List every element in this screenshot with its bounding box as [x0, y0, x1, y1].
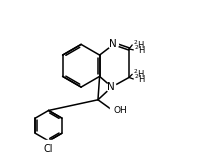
Text: Cl: Cl [44, 144, 53, 154]
Text: $^{2}$H: $^{2}$H [134, 44, 145, 56]
Text: N: N [109, 39, 117, 49]
Text: $^{2}$H: $^{2}$H [133, 68, 144, 81]
Text: $^{2}$H: $^{2}$H [133, 39, 144, 51]
Text: OH: OH [114, 106, 127, 115]
Text: $^{2}$H: $^{2}$H [134, 73, 145, 85]
Text: N: N [107, 82, 115, 92]
